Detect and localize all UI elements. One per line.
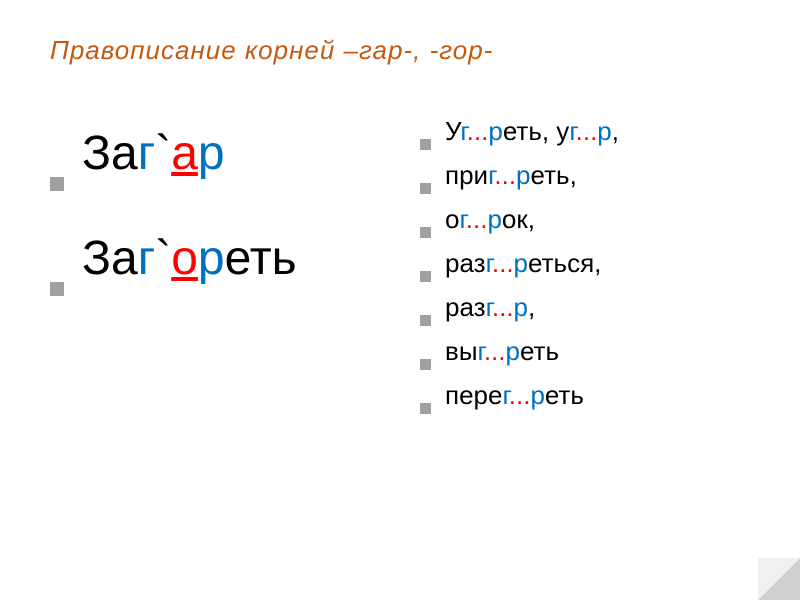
example-item: Заг`ореть [50,231,380,286]
bullet-icon [420,271,431,282]
word-text: Заг`ореть [82,231,297,286]
exercise-item: ог...рок, [420,204,750,235]
bullet-icon [420,403,431,414]
exercise-item: разг...реться, [420,248,750,279]
exercises-column: Уг...реть, уг...р, приг...реть, ог...рок, р… [420,116,750,424]
bullet-icon [420,183,431,194]
bullet-icon [50,177,64,191]
word-text: Уг...реть, уг...р, [445,116,619,147]
word-text: приг...реть, [445,160,577,191]
bullet-icon [420,227,431,238]
bullet-icon [420,315,431,326]
title-prefix: Правописание корней [50,35,344,65]
word-text: разг...р, [445,292,535,323]
word-text: перег...реть [445,380,584,411]
slide-title: Правописание корней –гар-, -гор- [50,35,750,66]
example-item: Заг`ар [50,126,380,181]
word-text: выг...реть [445,336,559,367]
title-roots: –гар-, -гор- [344,35,494,65]
word-text: ог...рок, [445,204,535,235]
word-text: Заг`ар [82,126,225,181]
examples-column: Заг`ар Заг`ореть [50,116,380,424]
bullet-icon [420,359,431,370]
page-corner-fold-icon [758,558,800,600]
word-text: разг...реться, [445,248,601,279]
bullet-icon [420,139,431,150]
slide-container: Правописание корней –гар-, -гор- Заг`арЗ… [0,0,800,600]
exercise-item: Уг...реть, уг...р, [420,116,750,147]
exercise-item: выг...реть [420,336,750,367]
bullet-icon [50,282,64,296]
content-area: Заг`ар Заг`ореть Уг...реть, уг...р, приг..… [50,116,750,424]
exercise-item: разг...р, [420,292,750,323]
exercise-item: приг...реть, [420,160,750,191]
exercise-item: перег...реть [420,380,750,411]
